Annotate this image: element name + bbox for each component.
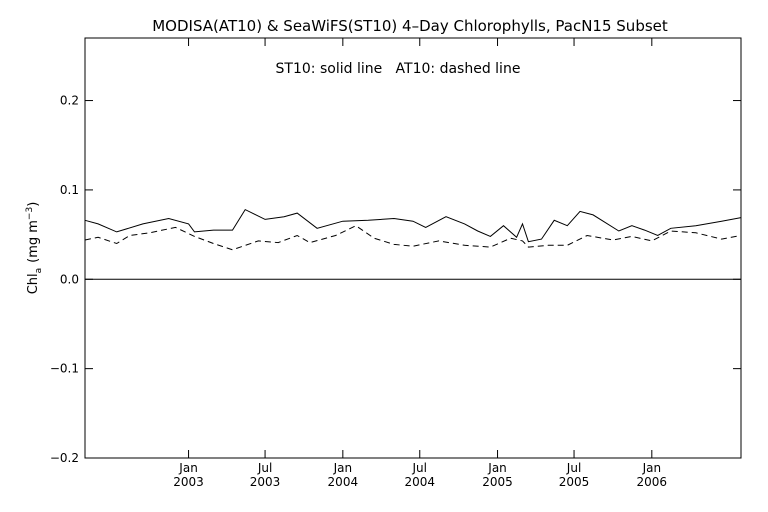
y-tick-label: 0.2: [60, 94, 79, 108]
x-tick-month-label: Jul: [566, 461, 581, 475]
y-axis-label-exponent: −3: [25, 207, 35, 220]
x-tick-month-label: Jul: [412, 461, 427, 475]
y-axis-label-close: ): [26, 202, 41, 207]
x-tick-year-label: 2005: [482, 475, 513, 489]
series-line-st10: [84, 208, 742, 243]
y-axis-label-subscript: a: [34, 268, 44, 274]
y-axis-label: Chla (mg m−3): [25, 202, 44, 295]
series-layer: [84, 208, 742, 280]
x-tick-year-label: 2003: [173, 475, 204, 489]
x-tick-year-label: 2004: [404, 475, 435, 489]
x-tick-year-label: 2004: [328, 475, 359, 489]
x-tick-year-label: 2006: [637, 475, 668, 489]
plot-frame: [84, 37, 742, 459]
y-axis: −0.2 −0.1 0.0 0.1 0.2: [50, 94, 741, 465]
y-axis-label-main: Chl: [26, 273, 41, 294]
chart-annotation: ST10: solid line AT10: dashed line: [276, 61, 521, 77]
x-tick-month-label: Jan: [487, 461, 507, 475]
chart-title: MODISA(AT10) & SeaWiFS(ST10) 4–Day Chlor…: [152, 17, 668, 35]
y-tick-label: 0.1: [60, 183, 79, 197]
x-tick-month-label: Jul: [257, 461, 272, 475]
series-line-at10: [84, 225, 742, 251]
x-tick-month-label: Jan: [178, 461, 198, 475]
x-tick-month-label: Jan: [333, 461, 353, 475]
y-tick-label: −0.1: [50, 362, 79, 376]
plot-area: [84, 37, 742, 459]
x-tick-year-label: 2005: [559, 475, 590, 489]
y-tick-label: −0.2: [50, 451, 79, 465]
y-axis-label-unit: (mg m: [26, 220, 41, 263]
x-axis: Jan2003Jul2003Jan2004Jul2004Jan2005Jul20…: [173, 38, 667, 489]
y-tick-label: 0.0: [60, 272, 79, 286]
x-tick-year-label: 2003: [250, 475, 281, 489]
x-tick-month-label: Jan: [642, 461, 662, 475]
